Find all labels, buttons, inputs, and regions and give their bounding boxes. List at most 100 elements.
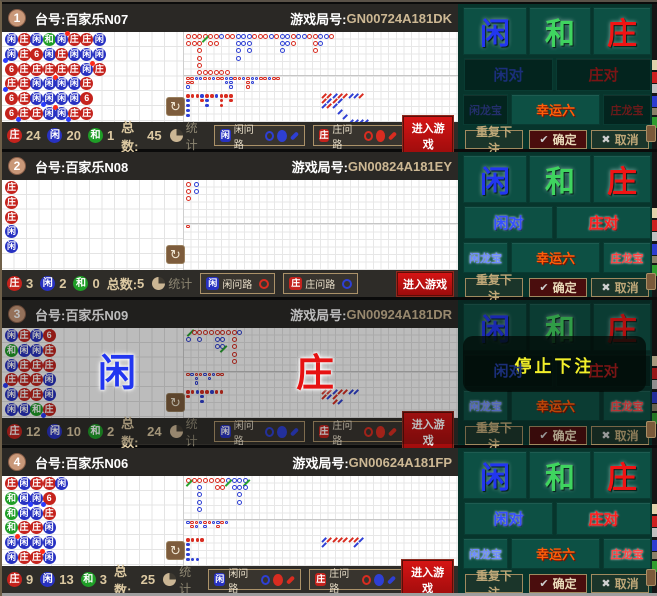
enter-game-button[interactable]: 进入游戏 [402, 114, 454, 157]
game-round: 游戏局号: GN00824A181EY [292, 157, 452, 176]
player-predict-hollow-icon [265, 426, 275, 437]
bead-cell-label: 庄 [44, 478, 54, 488]
banker-road-button[interactable]: 庄庄问路 [312, 421, 404, 447]
bet-player-dragon-label: 闲龙宝 [469, 104, 502, 117]
check-icon: ✔ [539, 282, 549, 294]
banker-predict-solid-icon [272, 573, 283, 586]
bet-player-dragon[interactable]: 闲龙宝 [463, 94, 508, 125]
small-road-dot [186, 557, 190, 562]
bet-banker[interactable]: 庄 [593, 7, 651, 55]
small-road-dot [200, 538, 204, 542]
big-road-player [197, 499, 203, 505]
cockroach-road-mark [342, 389, 348, 395]
big-road-banker [290, 40, 296, 46]
stats-pie-icon[interactable] [163, 573, 177, 586]
stats-pie-icon[interactable] [152, 277, 166, 290]
cancel-button[interactable]: ✖ 取消 [591, 278, 649, 297]
stats-label[interactable]: 统计 [185, 120, 198, 152]
stats-label[interactable]: 统计 [168, 277, 193, 291]
bet-banker-pair[interactable]: 庄对 [556, 502, 651, 535]
bet-banker-dragon-label: 庄龙宝 [610, 548, 644, 561]
stats-pie-icon[interactable] [169, 425, 183, 438]
bet-banker-dragon[interactable]: 庄龙宝 [603, 390, 651, 421]
bet-banker[interactable]: 庄 [593, 451, 651, 499]
bet-tie[interactable]: 和 [529, 155, 591, 203]
bead-cell-label: 闲 [6, 537, 16, 548]
bet-banker-pair-label: 庄对 [588, 67, 619, 84]
stats-label[interactable]: 统计 [185, 416, 198, 448]
bet-banker[interactable]: 庄 [593, 155, 651, 203]
banker-road-button[interactable]: 庄庄问路 [283, 273, 359, 294]
bet-tie[interactable]: 和 [529, 7, 591, 55]
big-road-player [225, 477, 233, 487]
bet-banker-dragon[interactable]: 庄龙宝 [603, 242, 651, 273]
bet-banker-dragon[interactable]: 庄龙宝 [603, 538, 651, 569]
confirm-button[interactable]: ✔ 确定 [529, 426, 587, 445]
bet-banker-dragon[interactable]: 庄龙宝 [603, 94, 651, 125]
big-road-banker [203, 477, 209, 483]
bead-cell-label: 和 [6, 507, 16, 518]
player-road-button[interactable]: 闲闲问路 [214, 125, 305, 151]
bead-cell-label: 庄 [32, 552, 42, 562]
bet-player-pair[interactable]: 闲对 [464, 58, 553, 91]
enter-game-button[interactable]: 进入游戏 [402, 410, 454, 453]
bet-banker-pair[interactable]: 庄对 [556, 206, 651, 239]
small-road-dot [195, 94, 200, 98]
bet-lucky6[interactable]: 幸运六 [511, 242, 600, 273]
bet-lucky6[interactable]: 幸运六 [511, 94, 600, 125]
bet-player-pair[interactable]: 闲对 [464, 502, 553, 535]
player-road-button[interactable]: 闲闲问路 [208, 569, 302, 595]
bead-cell-label: 庄 [69, 34, 79, 44]
bead-cell-label: 闲 [57, 108, 67, 118]
cancel-button[interactable]: ✖ 取消 [591, 574, 649, 593]
big-road-player [235, 33, 241, 39]
bead-cell: 闲 [30, 536, 44, 550]
bet-banker-pair[interactable]: 庄对 [556, 58, 651, 91]
rebet-button[interactable]: 重复下注 [465, 421, 523, 452]
enter-game-button[interactable]: 进入游戏 [396, 270, 454, 297]
bet-player[interactable]: 闲 [463, 451, 527, 499]
stats-pie-icon[interactable] [169, 129, 183, 142]
player-road-button[interactable]: 闲闲问路 [214, 421, 305, 447]
bet-tie[interactable]: 和 [529, 451, 591, 499]
bet-lucky6[interactable]: 幸运六 [511, 538, 600, 569]
bet-player-dragon[interactable]: 闲龙宝 [463, 390, 508, 421]
bet-player[interactable]: 闲 [463, 7, 527, 55]
bead-cell: 闲 [17, 506, 31, 520]
bet-lucky6[interactable]: 幸运六 [511, 390, 600, 421]
bead-cell-label: 闲 [19, 537, 29, 548]
rebet-button[interactable]: 重复下注 [465, 569, 523, 596]
big-eye-road-dot [186, 224, 190, 228]
confirm-button[interactable]: ✔ 确定 [529, 130, 587, 149]
stats-label[interactable]: 统计 [179, 564, 192, 596]
big-road-player [235, 55, 241, 61]
table-header: 2 台号: 百家乐N08 游戏局号: GN00824A181EY [2, 152, 458, 180]
banker-road-button[interactable]: 庄庄问路 [309, 569, 403, 595]
rebet-button[interactable]: 重复下注 [465, 125, 523, 156]
small-road-dot [195, 557, 200, 562]
bead-cell-label: 6 [8, 93, 14, 104]
big-road-banker [257, 33, 263, 39]
rebet-button[interactable]: 重复下注 [465, 273, 523, 304]
big-road-player [323, 33, 329, 39]
banker-road-button[interactable]: 庄庄问路 [312, 125, 404, 151]
big-eye-road-dot [211, 520, 216, 524]
bead-cell-label: 庄 [82, 108, 92, 118]
confirm-button[interactable]: ✔ 确定 [529, 574, 587, 593]
table-header: 1 台号: 百家乐N07 游戏局号: GN00724A181DK [2, 4, 458, 32]
bet-player[interactable]: 闲 [463, 155, 527, 203]
table-label-prefix: 台号: [35, 307, 66, 323]
bet-player-pair[interactable]: 闲对 [464, 206, 553, 239]
bead-cell: 闲 [30, 33, 44, 46]
bead-cell-label: 闲 [82, 48, 92, 59]
bead-cell-label: 庄 [19, 108, 29, 118]
bead-cell-label: 闲 [6, 34, 16, 44]
player-road-button[interactable]: 闲闲问路 [200, 273, 276, 294]
bet-player-dragon[interactable]: 闲龙宝 [463, 242, 508, 273]
confirm-button[interactable]: ✔ 确定 [529, 278, 587, 297]
cancel-button[interactable]: ✖ 取消 [591, 130, 649, 149]
cancel-button[interactable]: ✖ 取消 [591, 426, 649, 445]
bet-player-dragon[interactable]: 闲龙宝 [463, 538, 508, 569]
game-round-id: GN00724A181DK [346, 10, 452, 26]
enter-game-button[interactable]: 进入游戏 [401, 558, 454, 596]
